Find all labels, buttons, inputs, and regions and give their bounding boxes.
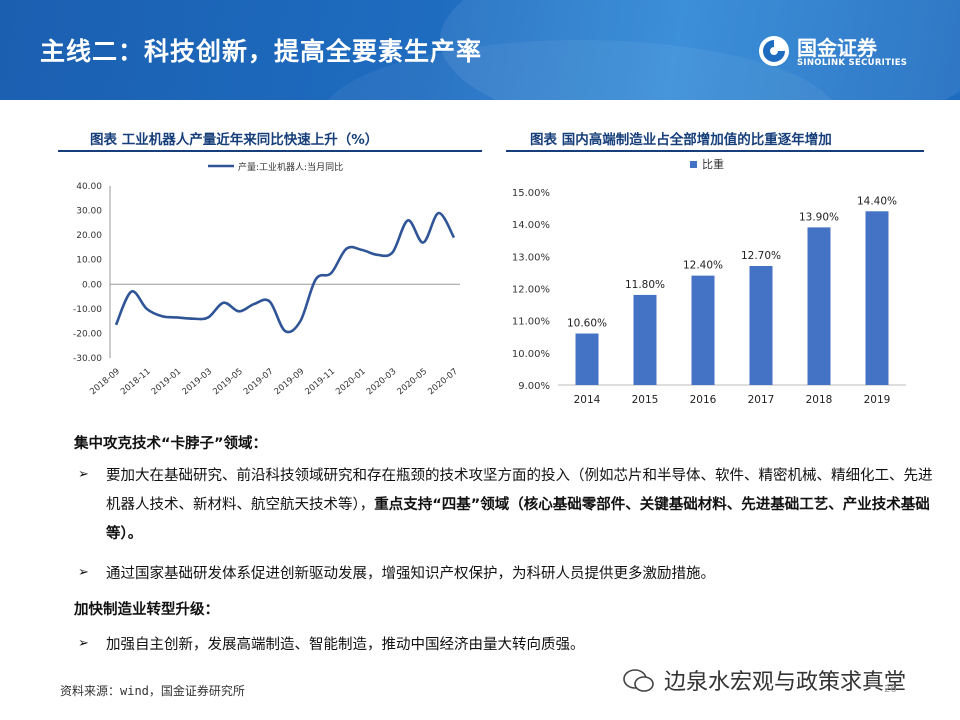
bar-value-label: 14.40% [857, 195, 897, 207]
watermark-text: 边泉水宏观与政策求真堂 [664, 670, 907, 695]
y-tick-label: 10.00% [512, 349, 550, 360]
bar-value-label: 11.80% [625, 279, 665, 291]
legend-swatch [690, 161, 697, 168]
heading-tech: 集中攻克技术“卡脖子”领域： [74, 436, 268, 452]
x-tick-label: 2017 [748, 394, 775, 406]
series-line [114, 211, 456, 334]
header-banner: 主线二：科技创新，提高全要素生产率 国金证券 SINOLINK SECURITI… [0, 0, 960, 100]
x-tick-label: 2019-05 [211, 367, 245, 397]
x-tick-label: 2019-03 [180, 367, 214, 397]
x-tick-label: 2020-05 [396, 367, 430, 397]
x-tick-label: 2019 [864, 394, 891, 406]
y-tick-label: -20.00 [73, 329, 102, 339]
x-tick-label: 2015 [632, 394, 659, 406]
x-tick-label: 2016 [690, 394, 717, 406]
bar [691, 275, 715, 385]
bar [865, 211, 889, 385]
y-tick-label: 0.00 [82, 280, 102, 290]
bar [633, 294, 657, 385]
bar [807, 227, 831, 385]
bullet-marker: ➢ [78, 467, 89, 482]
logo-name-cn: 国金证券 [797, 36, 877, 60]
x-tick-label: 2014 [574, 394, 601, 406]
x-tick-label: 2018-09 [88, 367, 122, 397]
left-chart-title: 图表 工业机器人产量近年来同比快速上升（%） [90, 132, 379, 148]
bullet-marker: ➢ [78, 636, 89, 651]
heading-manufacturing: 加快制造业转型升级： [74, 602, 219, 618]
bullet-marker: ➢ [78, 565, 89, 580]
bullet-innovation: 通过国家基础研发体系促进创新驱动发展，增强知识产权保护，为科研人员提供更多激励措… [106, 566, 715, 582]
company-logo: 国金证券 SINOLINK SECURITIES [757, 30, 917, 74]
x-tick-label: 2019-09 [273, 367, 307, 397]
logo-name-en: SINOLINK SECURITIES [797, 58, 908, 68]
bar [575, 333, 599, 385]
logo-icon [759, 36, 789, 66]
bar-chart: 比重 9.00% 10.00% 11.00% 12.00% 13.00% 14.00% 15.… [512, 157, 906, 406]
banner-wave [440, 0, 960, 100]
y-tick-label: -10.00 [73, 305, 102, 315]
x-tick-label: 2019-07 [242, 367, 276, 397]
source-note: 资料来源：wind，国金证券研究所 [60, 684, 245, 698]
x-tick-label: 2020-03 [365, 367, 399, 397]
y-tick-label: 14.00% [512, 220, 550, 231]
x-tick-label: 2020-07 [426, 367, 460, 397]
bullet-text: 要加大在基础研究、前沿科技领域研究和存在瓶颈的技术攻坚方面的投入（例如芯片和半导… [106, 468, 933, 513]
y-tick-label: 13.00% [512, 252, 550, 263]
x-tick-label: 2019-11 [303, 367, 337, 397]
y-tick-label: 11.00% [512, 317, 550, 328]
y-tick-label: 12.00% [512, 285, 550, 296]
legend-label: 产量:工业机器人:当月同比 [238, 161, 343, 173]
bullet-tech-investment: 要加大在基础研究、前沿科技领域研究和存在瓶颈的技术攻坚方面的投入（例如芯片和半导… [106, 462, 936, 549]
bar-value-label: 13.90% [799, 211, 839, 223]
y-tick-label: 20.00 [76, 231, 102, 241]
left-chart-rule [58, 150, 482, 152]
legend-label: 比重 [702, 157, 724, 171]
x-tick-label: 2019-01 [150, 367, 184, 397]
right-chart-rule [506, 150, 924, 152]
bar-value-label: 10.60% [567, 318, 607, 330]
bar [749, 265, 773, 385]
y-tick-label: -30.00 [73, 354, 102, 364]
y-tick-label: 15.00% [512, 188, 550, 199]
y-tick-label: 10.00 [76, 256, 102, 266]
bar-value-label: 12.70% [741, 250, 781, 262]
x-tick-label: 2020-01 [334, 367, 368, 397]
bullet-text-bold: 重点支持“四基”领域（核心基础零部件、关键基础材料、先进基础工艺、产业技术基础等… [106, 497, 930, 542]
y-tick-label: 30.00 [76, 207, 102, 217]
page-title: 主线二：科技创新，提高全要素生产率 [40, 37, 483, 66]
wechat-icon [623, 669, 654, 692]
x-tick-label: 2018-11 [119, 367, 153, 397]
y-tick-label: 40.00 [76, 182, 102, 192]
bullet-upgrade: 加强自主创新，发展高端制造、智能制造，推动中国经济由量大转向质强。 [106, 637, 585, 653]
bar-value-label: 12.40% [683, 260, 723, 272]
page-number: 26 [884, 684, 897, 695]
right-chart-title: 图表 国内高端制造业占全部增加值的比重逐年增加 [530, 132, 832, 148]
x-tick-label: 2018 [806, 394, 833, 406]
y-tick-label: 9.00% [518, 381, 550, 392]
line-chart: 产量:工业机器人:当月同比 -30.00 -20.00 -10.00 0.00 10.00… [73, 161, 460, 397]
